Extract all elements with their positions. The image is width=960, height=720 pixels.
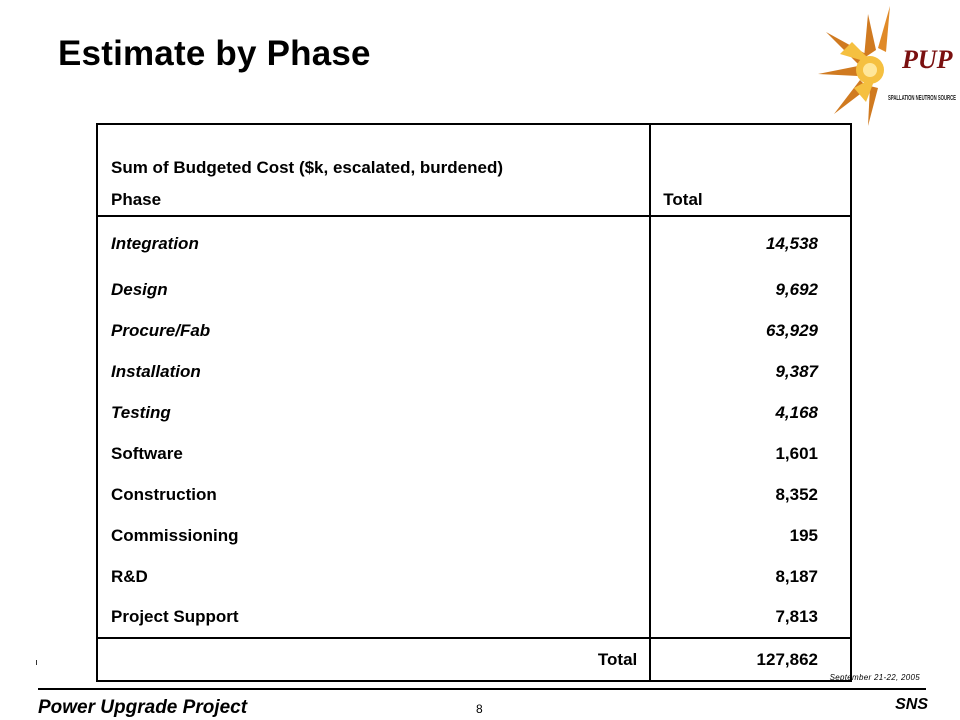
- phase-cell: Testing: [95, 392, 652, 433]
- logo-subtitle: SPALLATION NEUTRON SOURCE: [888, 93, 956, 102]
- column-header-phase: Phase: [95, 184, 652, 217]
- starburst-icon: [818, 6, 890, 126]
- slide-mark: [36, 660, 37, 665]
- pup-sns-logo: PUP SPALLATION NEUTRON SOURCE: [818, 2, 960, 128]
- slide-title: Estimate by Phase: [58, 34, 371, 73]
- total-cell: 7,813: [649, 597, 852, 638]
- grand-total-row: Total 127,862: [95, 637, 852, 682]
- total-cell: 8,352: [649, 474, 852, 515]
- table-caption-row: Sum of Budgeted Cost ($k, escalated, bur…: [95, 123, 852, 184]
- table-row: Installation 9,387: [95, 351, 852, 392]
- page-number: 8: [476, 702, 483, 716]
- phase-cell: Procure/Fab: [95, 310, 652, 351]
- column-header-total: Total: [649, 184, 852, 217]
- table-row: Project Support 7,813: [95, 597, 852, 638]
- logo-graphic: PUP SPALLATION NEUTRON SOURCE: [818, 6, 958, 126]
- phase-cell: Commissioning: [95, 515, 652, 556]
- grand-total-value: 127,862: [649, 637, 852, 682]
- table-row: Software 1,601: [95, 433, 852, 474]
- table-caption-empty-cell: [649, 123, 852, 184]
- total-cell: 63,929: [649, 310, 852, 351]
- table-caption: Sum of Budgeted Cost ($k, escalated, bur…: [95, 123, 652, 184]
- table-row: Commissioning 195: [95, 515, 852, 556]
- table-row: Construction 8,352: [95, 474, 852, 515]
- phase-cell: Construction: [95, 474, 652, 515]
- total-cell: 4,168: [649, 392, 852, 433]
- total-cell: 8,187: [649, 556, 852, 597]
- phase-cell: R&D: [95, 556, 652, 597]
- budget-table: Sum of Budgeted Cost ($k, escalated, bur…: [95, 123, 852, 682]
- logo-mark: PUP: [901, 45, 954, 74]
- total-cell: 1,601: [649, 433, 852, 474]
- total-cell: 9,692: [649, 269, 852, 310]
- table-row: Integration 14,538: [95, 216, 852, 269]
- footer-project-name: Power Upgrade Project: [38, 697, 248, 718]
- grand-total-label: Total: [95, 637, 652, 682]
- footer-divider: [38, 688, 926, 690]
- phase-cell: Software: [95, 433, 652, 474]
- table-row: R&D 8,187: [95, 556, 852, 597]
- phase-cell: Project Support: [95, 597, 652, 638]
- total-cell: 14,538: [649, 216, 852, 269]
- phase-cell: Installation: [95, 351, 652, 392]
- total-cell: 9,387: [649, 351, 852, 392]
- footer-org: SNS: [895, 696, 928, 713]
- phase-cell: Design: [95, 269, 652, 310]
- table-row: Testing 4,168: [95, 392, 852, 433]
- table-row: Design 9,692: [95, 269, 852, 310]
- footer-date: September 21-22, 2005: [829, 673, 920, 682]
- phase-cell: Integration: [95, 216, 652, 269]
- total-cell: 195: [649, 515, 852, 556]
- table-row: Procure/Fab 63,929: [95, 310, 852, 351]
- column-header-row: Phase Total: [95, 184, 852, 217]
